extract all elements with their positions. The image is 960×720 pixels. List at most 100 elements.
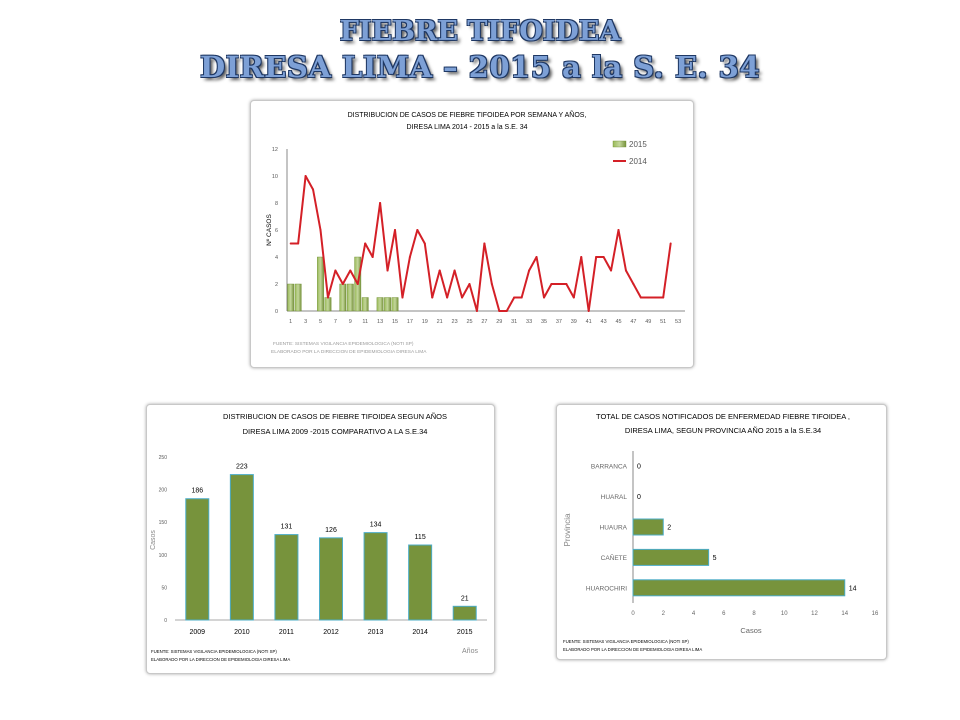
credit-note: ELABORADO POR LA DIRECCION DE EPIDEMIOLO… [563, 647, 702, 652]
line-2014-segment [624, 269, 635, 285]
legend-label-2014: 2014 [629, 157, 647, 166]
bar-2015-week-8 [339, 283, 347, 312]
y-tick-label: 150 [159, 520, 168, 526]
bar-province-huaura [632, 518, 664, 536]
line-2014-segment [341, 269, 352, 285]
x-tick-label: 3 [304, 319, 307, 325]
point-2014-week-45 [617, 229, 620, 231]
bar-year-2012 [319, 537, 343, 621]
y-tick-label: 6 [275, 228, 278, 234]
line-2014-segment [453, 269, 464, 299]
line-2014-segment [580, 256, 590, 312]
x-tick-label: 1 [289, 319, 292, 325]
data-label-barranca: 0 [637, 464, 641, 471]
y-tick-label: 50 [161, 585, 167, 591]
line-2014-segment [364, 242, 374, 258]
line-2014-segment [610, 229, 620, 272]
point-2014-week-25 [468, 283, 471, 285]
x-tick-label: 2011 [279, 629, 294, 636]
bar-year-2011 [274, 534, 299, 621]
point-2014-week-9 [349, 269, 352, 272]
bar-year-2015 [452, 605, 477, 621]
x-tick-label: 2013 [368, 629, 384, 636]
credit-note: ELABORADO POR LA DIRECCION DE EPIDEMIOLO… [151, 657, 290, 662]
line-2014-segment [304, 175, 315, 191]
x-tick-label: 23 [452, 319, 458, 325]
point-2014-week-44 [610, 269, 612, 272]
x-tick-label: 15 [392, 319, 398, 325]
x-tick-label: 17 [407, 319, 413, 325]
y-axis-label: Provincia [563, 513, 572, 546]
bar-2015-week-5 [317, 256, 324, 312]
line-2014-segment [468, 283, 478, 312]
line-2014-segment [662, 242, 672, 299]
line-2014-segment [528, 256, 538, 272]
x-tick-label: 13 [377, 319, 383, 325]
chart-subtitle: DIRESA LIMA 2014 - 2015 a la S.E. 34 [406, 124, 527, 131]
point-2014-week-36 [550, 283, 553, 285]
line-2014-segment [356, 242, 367, 285]
point-2014-week-21 [438, 269, 441, 272]
x-tick-label: 21 [437, 319, 443, 325]
annual-cases-chart: DISTRIBUCION DE CASOS DE FIEBRE TIFOIDEA… [150, 412, 487, 662]
point-2014-week-48 [640, 296, 642, 299]
line-2014-segment [617, 229, 627, 272]
line-2014-segment [423, 242, 434, 299]
line-2014-segment [371, 202, 382, 258]
x-tick-label: 39 [571, 319, 577, 325]
x-tick-label: 35 [541, 319, 547, 325]
source-note: FUENTE: SISTEMAS VIGILANCIA EPIDEMIOLOGI… [151, 649, 277, 654]
y-tick-label: BARRANCA [591, 464, 628, 471]
data-label-2011: 131 [281, 524, 293, 531]
point-2014-week-5 [319, 229, 322, 231]
line-2014-segment [379, 202, 389, 272]
chart-title: DISTRIBUCION DE CASOS DE FIEBRE TIFOIDEA… [223, 412, 447, 421]
point-2014-week-31 [513, 296, 515, 299]
point-2014-week-33 [528, 269, 530, 272]
y-tick-label: HUAROCHIRI [586, 585, 627, 592]
point-2014-week-8 [342, 283, 344, 285]
bar-year-2014 [408, 544, 433, 621]
x-tick-label: 9 [349, 319, 352, 325]
point-2014-week-38 [565, 283, 568, 285]
point-2014-week-2 [297, 242, 299, 245]
bar-2015-week-1 [287, 283, 295, 312]
credit-note: ELABORADO POR LA DIRECCION DE EPIDEMIOLO… [271, 349, 427, 355]
data-label-2010: 223 [236, 464, 248, 471]
data-label-huaura: 2 [667, 525, 671, 532]
x-tick-label: 2015 [457, 629, 473, 636]
x-tick-label: 25 [466, 319, 472, 325]
data-label-huaral: 0 [637, 494, 641, 501]
chart-title: DISTRIBUCION DE CASOS DE FIEBRE TIFOIDEA… [348, 110, 587, 119]
x-tick-label: 10 [781, 611, 788, 617]
line-2014-segment [543, 283, 553, 299]
y-tick-label: 12 [272, 147, 278, 153]
y-tick-label: 250 [159, 455, 168, 461]
point-2014-week-18 [416, 229, 419, 231]
x-tick-label: 2014 [412, 629, 428, 636]
x-tick-label: 29 [496, 319, 502, 325]
point-2014-week-10 [356, 283, 359, 285]
y-tick-label: 100 [159, 553, 168, 559]
point-2014-week-1 [289, 242, 292, 245]
point-2014-week-24 [461, 296, 463, 299]
line-2014-segment [312, 188, 322, 231]
y-tick-label: CAÑETE [601, 553, 628, 562]
data-label-2009: 186 [191, 488, 203, 495]
x-tick-label: 19 [422, 319, 428, 325]
x-tick-label: 5 [319, 319, 322, 325]
point-2014-week-32 [520, 296, 523, 299]
point-2014-week-4 [312, 188, 314, 191]
bar-year-2013 [363, 532, 388, 621]
bar-province-cañete [632, 548, 710, 566]
bar-2015-week-6 [324, 297, 332, 312]
point-2014-week-51 [662, 296, 664, 299]
point-2014-week-7 [334, 269, 337, 272]
line-2014-segment [416, 229, 426, 245]
bar-2015-week-13 [376, 297, 384, 312]
x-tick-label: 49 [645, 319, 651, 325]
x-tick-label: 41 [586, 319, 592, 325]
x-tick-label: 2009 [189, 629, 205, 636]
point-2014-week-23 [453, 269, 456, 272]
line-2014-segment [438, 269, 449, 299]
